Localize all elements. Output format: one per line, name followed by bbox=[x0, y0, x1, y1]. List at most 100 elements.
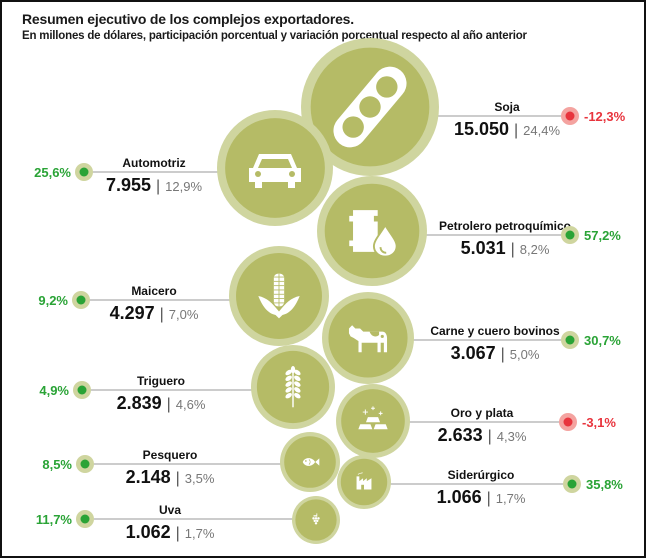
value-row: 2.839 | 4,6% bbox=[117, 393, 206, 413]
separator: | bbox=[176, 470, 180, 487]
variation-percent: 9,2% bbox=[38, 293, 68, 308]
share-percent: 3,5% bbox=[185, 471, 215, 486]
value-row: 2.633 | 4,3% bbox=[438, 425, 527, 445]
gold-bars-icon bbox=[358, 406, 388, 430]
label-group: Maicero 4.297 | 7,0% 9,2% bbox=[38, 284, 198, 323]
separator: | bbox=[511, 241, 515, 258]
variation-dot-positive bbox=[77, 385, 87, 395]
variation-percent: 11,7% bbox=[36, 512, 73, 527]
sector-name: Pesquero bbox=[143, 448, 198, 462]
wheat-icon bbox=[285, 366, 301, 408]
share-percent: 5,0% bbox=[510, 347, 540, 362]
sector-name: Uva bbox=[159, 503, 181, 517]
cow-icon bbox=[348, 325, 388, 353]
factory-icon bbox=[356, 472, 372, 490]
variation-percent: 57,2% bbox=[584, 228, 621, 243]
value-row: 1.066 | 1,7% bbox=[437, 487, 526, 507]
label-group: Siderúrgico 1.066 | 1,7% 35,8% bbox=[437, 468, 624, 507]
bubble-uva bbox=[292, 496, 340, 544]
soy-pod-icon bbox=[333, 66, 407, 148]
share-percent: 4,6% bbox=[176, 397, 206, 412]
export-value: 1.066 bbox=[437, 487, 482, 507]
value-row: 4.297 | 7,0% bbox=[110, 303, 199, 323]
variation-percent: 30,7% bbox=[584, 333, 621, 348]
bubble-inner bbox=[295, 499, 337, 541]
sector-name: Petrolero petroquímico bbox=[439, 219, 571, 233]
export-value: 3.067 bbox=[451, 343, 496, 363]
chart-title: Resumen ejecutivo de los complejos expor… bbox=[22, 11, 354, 27]
export-value: 1.062 bbox=[126, 522, 171, 542]
variation-dot-positive bbox=[80, 459, 90, 469]
grapes-icon bbox=[312, 513, 320, 525]
variation-dot-negative bbox=[565, 111, 575, 121]
variation-dot-positive bbox=[79, 167, 89, 177]
share-percent: 24,4% bbox=[523, 123, 560, 138]
corn-icon bbox=[258, 273, 300, 319]
bubble-siderúrgico bbox=[337, 455, 391, 509]
label-group: Petrolero petroquímico 5.031 | 8,2% 57,2% bbox=[439, 219, 621, 258]
export-value: 2.633 bbox=[438, 425, 483, 445]
bubble-soja bbox=[301, 38, 439, 176]
label-group: Automotriz 7.955 | 12,9% 25,6% bbox=[34, 156, 202, 195]
variation-dot-positive bbox=[565, 230, 575, 240]
variation-percent: 25,6% bbox=[34, 165, 71, 180]
bubble-pesquero bbox=[280, 432, 340, 492]
variation-dot-positive bbox=[80, 514, 90, 524]
share-percent: 7,0% bbox=[169, 307, 199, 322]
bubble-oro-y-plata bbox=[336, 384, 410, 458]
separator: | bbox=[176, 525, 180, 542]
variation-percent: 35,8% bbox=[586, 477, 623, 492]
bubble-triguero bbox=[251, 345, 335, 429]
separator: | bbox=[487, 490, 491, 507]
sector-name: Triguero bbox=[137, 374, 185, 388]
value-row: 7.955 | 12,9% bbox=[106, 175, 203, 195]
sector-name: Siderúrgico bbox=[448, 468, 515, 482]
value-row: 15.050 | 24,4% bbox=[454, 119, 561, 139]
label-group: Uva 1.062 | 1,7% 11,7% bbox=[36, 503, 215, 542]
export-value: 2.148 bbox=[126, 467, 171, 487]
sector-name: Maicero bbox=[131, 284, 176, 298]
value-row: 3.067 | 5,0% bbox=[451, 343, 540, 363]
separator: | bbox=[501, 346, 505, 363]
export-value: 7.955 bbox=[106, 175, 151, 195]
share-percent: 4,3% bbox=[497, 429, 527, 444]
label-group: Soja 15.050 | 24,4% -12,3% bbox=[454, 100, 626, 139]
export-value: 5.031 bbox=[461, 238, 506, 258]
share-percent: 1,7% bbox=[185, 526, 215, 541]
share-percent: 12,9% bbox=[165, 179, 202, 194]
variation-dot-negative bbox=[563, 417, 573, 427]
bubble-petrolero-petroquímico bbox=[317, 176, 427, 286]
label-group: Carne y cuero bovinos 3.067 | 5,0% 30,7% bbox=[430, 324, 621, 363]
label-group: Triguero 2.839 | 4,6% 4,9% bbox=[39, 374, 205, 413]
variation-dot-positive bbox=[567, 479, 577, 489]
export-value: 15.050 bbox=[454, 119, 509, 139]
variation-percent: -3,1% bbox=[582, 415, 616, 430]
variation-percent: 8,5% bbox=[42, 457, 72, 472]
share-percent: 8,2% bbox=[520, 242, 550, 257]
separator: | bbox=[160, 306, 164, 323]
variation-percent: 4,9% bbox=[39, 383, 69, 398]
separator: | bbox=[488, 428, 492, 445]
bubble-maicero bbox=[229, 246, 329, 346]
bubble-carne-y-cuero-bovinos bbox=[322, 292, 414, 384]
value-row: 5.031 | 8,2% bbox=[461, 238, 550, 258]
bubble-automotriz bbox=[217, 110, 333, 226]
car-icon bbox=[249, 154, 301, 188]
sector-name: Soja bbox=[494, 100, 520, 114]
share-percent: 1,7% bbox=[496, 491, 526, 506]
sector-name: Automotriz bbox=[122, 156, 185, 170]
chart-subtitle: En millones de dólares, participación po… bbox=[22, 30, 527, 42]
sector-name: Oro y plata bbox=[451, 406, 514, 420]
label-group: Pesquero 2.148 | 3,5% 8,5% bbox=[42, 448, 214, 487]
separator: | bbox=[156, 178, 160, 195]
value-row: 2.148 | 3,5% bbox=[126, 467, 215, 487]
sector-name: Carne y cuero bovinos bbox=[430, 324, 560, 338]
export-value: 4.297 bbox=[110, 303, 155, 323]
variation-percent: -12,3% bbox=[584, 109, 626, 124]
label-group: Oro y plata 2.633 | 4,3% -3,1% bbox=[438, 406, 617, 445]
export-value: 2.839 bbox=[117, 393, 162, 413]
variation-dot-positive bbox=[565, 335, 575, 345]
oil-barrel-icon bbox=[349, 210, 398, 258]
